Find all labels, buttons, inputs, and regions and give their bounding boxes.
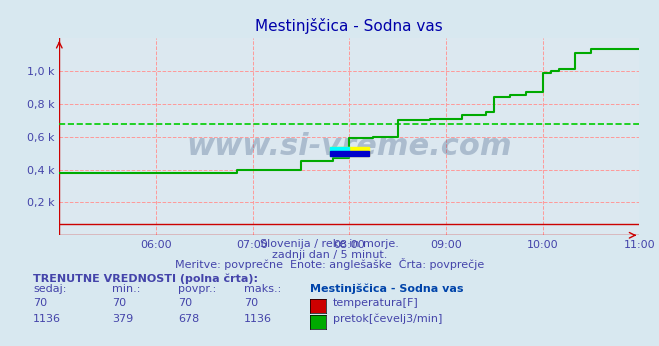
Bar bbox=[330, 152, 368, 156]
Title: Mestinjščica - Sodna vas: Mestinjščica - Sodna vas bbox=[256, 18, 443, 34]
Text: 70: 70 bbox=[244, 298, 258, 308]
Text: www.si-vreme.com: www.si-vreme.com bbox=[186, 132, 512, 161]
Text: Mestinjščica - Sodna vas: Mestinjščica - Sodna vas bbox=[310, 284, 463, 294]
Text: temperatura[F]: temperatura[F] bbox=[333, 298, 418, 308]
Text: maks.:: maks.: bbox=[244, 284, 281, 294]
Text: sedaj:: sedaj: bbox=[33, 284, 67, 294]
Text: pretok[čevelj3/min]: pretok[čevelj3/min] bbox=[333, 313, 442, 324]
Text: 1136: 1136 bbox=[33, 314, 61, 324]
Bar bbox=[330, 147, 368, 156]
Text: Meritve: povprečne  Enote: anglešaške  Črta: povprečje: Meritve: povprečne Enote: anglešaške Črt… bbox=[175, 258, 484, 270]
Text: 678: 678 bbox=[178, 314, 199, 324]
Text: 70: 70 bbox=[178, 298, 192, 308]
Text: TRENUTNE VREDNOSTI (polna črta):: TRENUTNE VREDNOSTI (polna črta): bbox=[33, 273, 258, 284]
Text: 70: 70 bbox=[33, 298, 47, 308]
Text: 1136: 1136 bbox=[244, 314, 272, 324]
Text: Slovenija / reke in morje.: Slovenija / reke in morje. bbox=[260, 239, 399, 249]
Text: 379: 379 bbox=[112, 314, 133, 324]
Text: povpr.:: povpr.: bbox=[178, 284, 216, 294]
Text: min.:: min.: bbox=[112, 284, 140, 294]
Bar bbox=[330, 147, 349, 156]
Text: zadnji dan / 5 minut.: zadnji dan / 5 minut. bbox=[272, 250, 387, 260]
Text: 70: 70 bbox=[112, 298, 126, 308]
